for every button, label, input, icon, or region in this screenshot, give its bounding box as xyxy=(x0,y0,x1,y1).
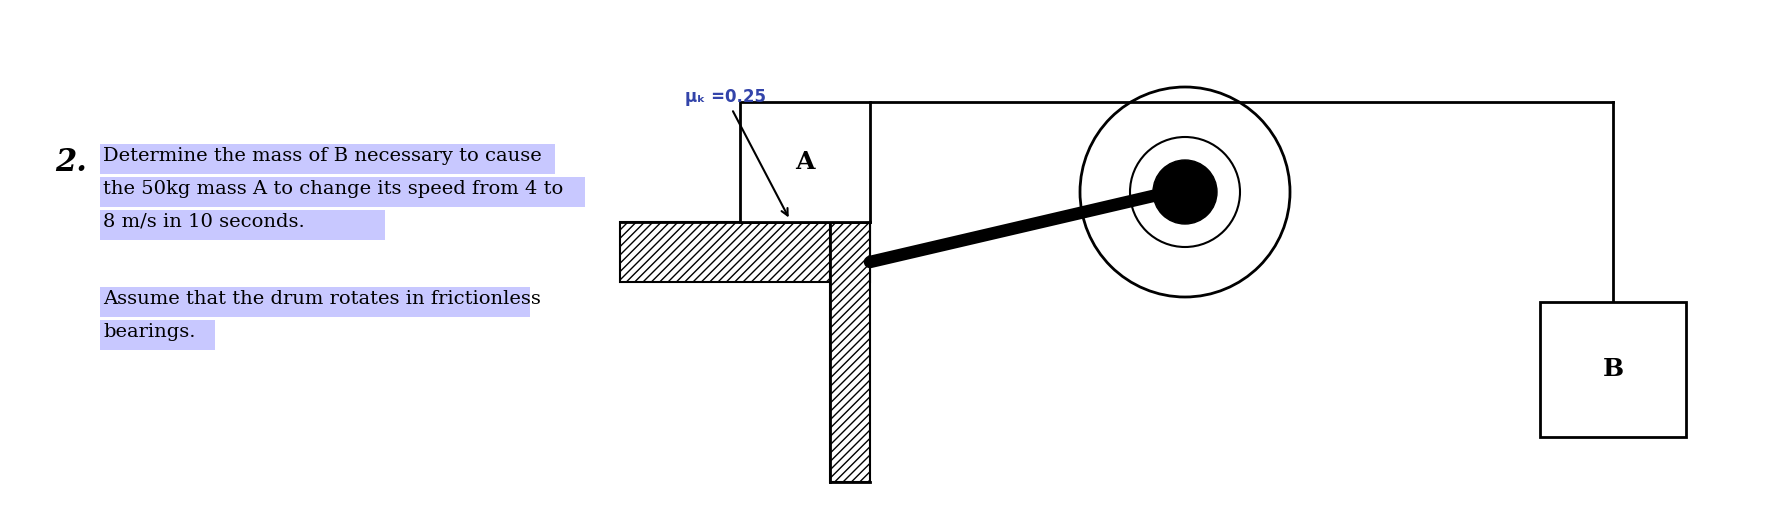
Circle shape xyxy=(1154,160,1216,224)
Bar xyxy=(100,287,530,317)
Bar xyxy=(100,210,386,240)
Text: Assume that the drum rotates in frictionless: Assume that the drum rotates in friction… xyxy=(104,290,541,308)
Text: μₖ =0.25: μₖ =0.25 xyxy=(686,88,788,215)
Text: B: B xyxy=(1602,358,1623,381)
Bar xyxy=(100,320,214,350)
Text: 2.: 2. xyxy=(55,147,88,178)
Bar xyxy=(100,144,555,174)
Bar xyxy=(1540,302,1686,437)
Bar xyxy=(830,222,870,482)
Text: the 50kg mass A to change its speed from 4 to: the 50kg mass A to change its speed from… xyxy=(104,180,563,198)
Text: A: A xyxy=(795,150,814,174)
Bar xyxy=(100,177,586,207)
Text: bearings.: bearings. xyxy=(104,323,195,341)
Bar xyxy=(739,102,870,222)
Bar xyxy=(620,222,870,282)
Text: Determine the mass of B necessary to cause: Determine the mass of B necessary to cau… xyxy=(104,147,541,165)
Text: 8 m/s in 10 seconds.: 8 m/s in 10 seconds. xyxy=(104,213,305,231)
